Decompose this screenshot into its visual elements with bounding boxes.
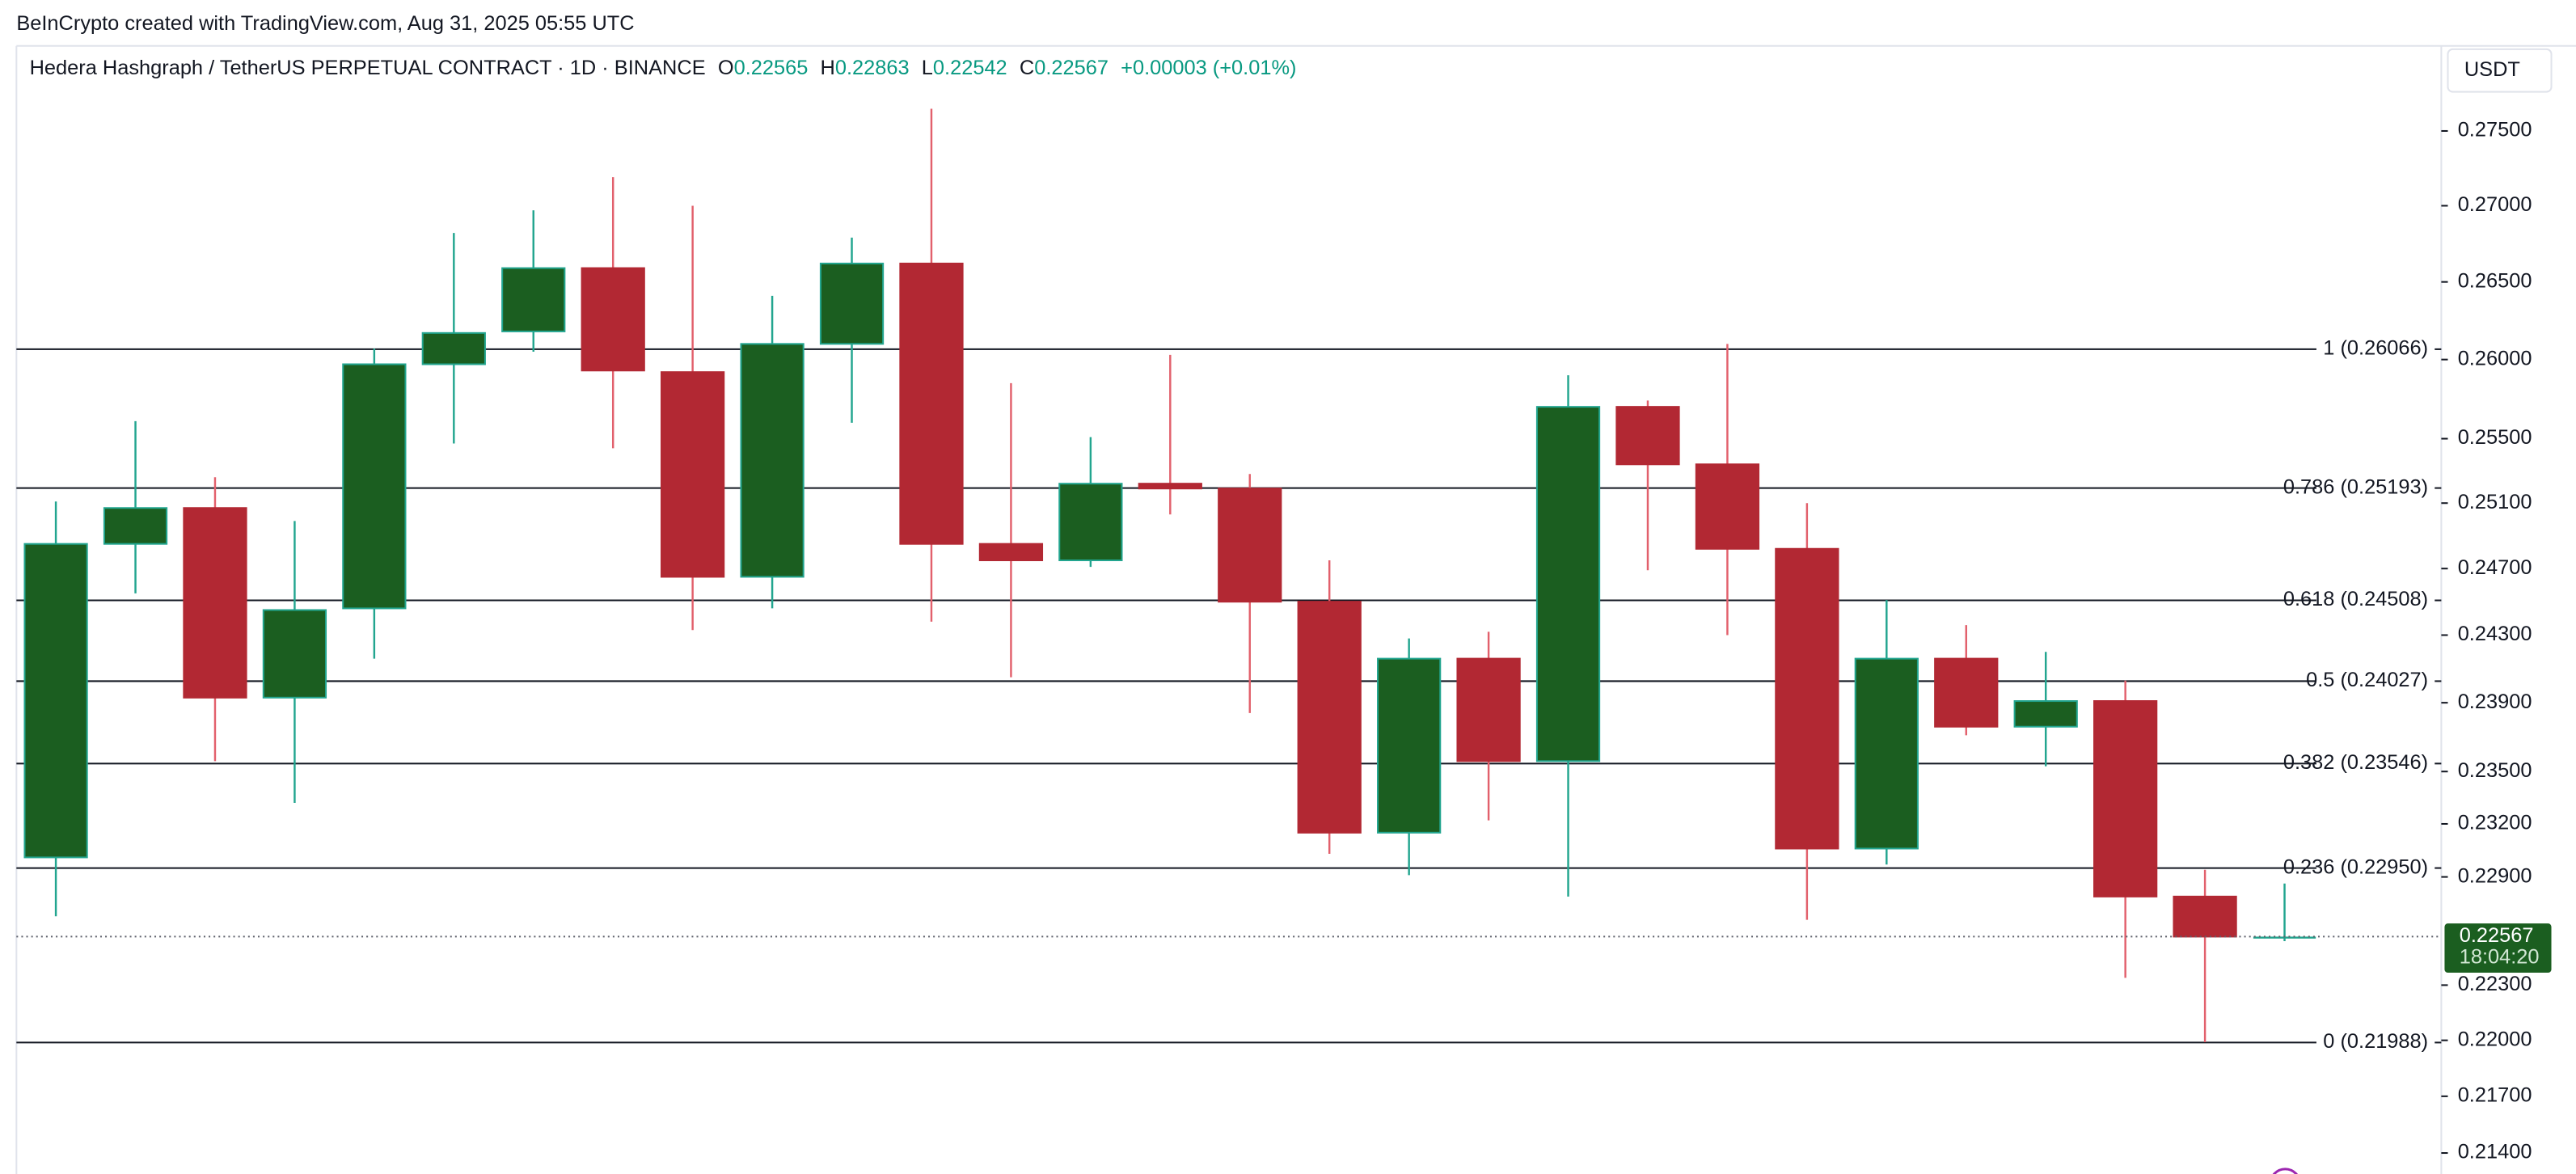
last-price-tag: [2444, 923, 2552, 973]
candle-body: [2253, 936, 2316, 939]
fib-label: 0.382 (0.23546): [2283, 751, 2428, 774]
fib-label: 0 (0.21988): [2323, 1030, 2428, 1053]
candle-body: [23, 543, 88, 859]
candle-body: [899, 262, 964, 545]
candle-body: [1138, 483, 1202, 490]
fib-label: 0.236 (0.22950): [2283, 855, 2428, 878]
candle-body: [581, 267, 645, 372]
candle-body: [819, 262, 885, 345]
legend-label: O: [718, 57, 734, 79]
candle-body: [1775, 547, 1839, 850]
candle-body: [978, 543, 1044, 562]
candle-body: [740, 343, 804, 578]
y-tick-label: 0.22900: [2458, 864, 2532, 887]
y-tick-label: 0.24300: [2458, 623, 2532, 645]
candle-body: [1695, 463, 1760, 550]
y-tick-label: 0.26500: [2458, 269, 2532, 292]
countdown: 18:04:20: [2460, 945, 2540, 968]
candle-body: [1377, 657, 1442, 834]
candle-body: [2173, 895, 2237, 938]
y-tick-label: 0.22000: [2458, 1028, 2532, 1050]
candle-body: [2013, 700, 2078, 728]
candle-body: [1934, 657, 1999, 728]
candle-body: [103, 507, 168, 545]
candle-body: [1058, 483, 1123, 562]
candle-body: [262, 609, 327, 699]
logo-decoration: [2272, 1168, 2298, 1174]
candle-body: [1456, 657, 1521, 762]
legend-label: C: [1020, 57, 1034, 79]
y-tick-label: 0.23500: [2458, 759, 2532, 782]
candle-body: [1218, 488, 1282, 603]
legend-value: 0.22863: [835, 57, 910, 79]
currency-button[interactable]: [2447, 48, 2553, 93]
y-tick-label: 0.24700: [2458, 556, 2532, 579]
fib-label: 0.5 (0.24027): [2306, 669, 2428, 691]
legend-label: H: [821, 57, 835, 79]
y-tick-label: 0.23200: [2458, 812, 2532, 834]
legend-value: 0.22567: [1034, 57, 1109, 79]
y-tick-label: 0.27000: [2458, 193, 2532, 216]
candle-body: [2093, 700, 2158, 897]
last-price-label: 0.22567: [2460, 924, 2534, 947]
candle-body: [1854, 657, 1919, 850]
currency[interactable]: USDT: [2464, 58, 2520, 81]
y-tick-label: 0.23900: [2458, 690, 2532, 713]
y-tick-label: 0.26000: [2458, 347, 2532, 370]
chart-title: Hedera Hashgraph / TetherUS PERPETUAL CO…: [30, 57, 706, 79]
candle-body: [1535, 406, 1601, 762]
legend-value: 0.22565: [734, 57, 809, 79]
y-tick-label: 0.25500: [2458, 426, 2532, 449]
y-tick-label: 0.22300: [2458, 973, 2532, 995]
legend-label: L: [922, 57, 933, 79]
legend-change: +0.00003 (+0.01%): [1121, 57, 1296, 79]
fib-label: 0.618 (0.24508): [2283, 588, 2428, 610]
candle-body: [501, 267, 566, 332]
fib-label: 1 (0.26066): [2323, 337, 2428, 360]
legend-line: Hedera Hashgraph / TetherUS PERPETUAL CO…: [30, 57, 1297, 79]
y-tick-label: 0.25100: [2458, 491, 2532, 513]
y-tick-label: 0.27500: [2458, 119, 2532, 141]
candle-body: [1297, 601, 1362, 834]
y-tick-label: 0.21700: [2458, 1084, 2532, 1107]
candle-body: [183, 507, 247, 699]
candle-body: [1615, 406, 1680, 466]
legend-value: 0.22542: [933, 57, 1007, 79]
y-tick-label: 0.21400: [2458, 1141, 2532, 1163]
candle-body: [661, 371, 725, 578]
watermark: BeInCrypto created with TradingView.com,…: [16, 12, 634, 35]
fib-label: 0.786 (0.25193): [2283, 475, 2428, 498]
candle-body: [342, 363, 407, 610]
candle-body: [421, 332, 486, 365]
